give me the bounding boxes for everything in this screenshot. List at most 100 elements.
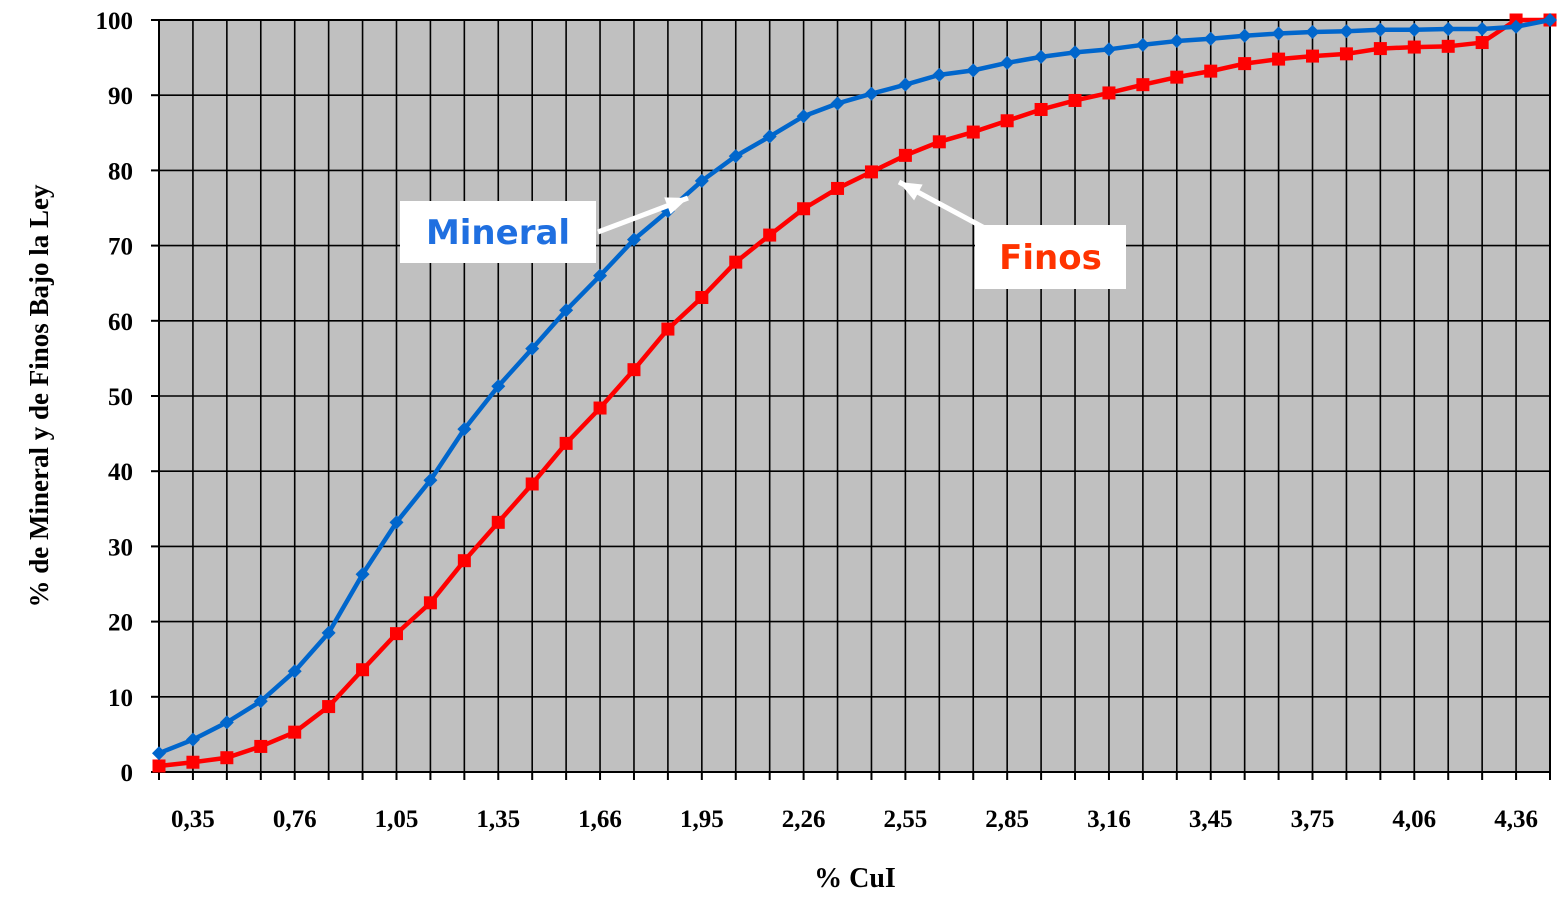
data-point [729,255,743,269]
data-point [559,436,573,450]
data-point [831,181,845,195]
data-point [593,401,607,415]
x-tick-label: 2,26 [782,806,826,833]
y-tick-label: 70 [108,234,133,261]
data-point [966,63,981,78]
y-tick-label: 40 [108,459,133,486]
data-point [322,700,336,714]
data-point [152,759,166,773]
data-point [491,515,505,529]
x-tick-label: 0,76 [273,806,317,833]
data-point [1102,86,1116,100]
x-tick-label: 3,16 [1087,806,1131,833]
data-point [661,322,675,336]
data-point [728,149,743,164]
y-tick-label: 30 [108,534,133,561]
callout-box [975,225,1126,289]
data-point [1136,78,1150,92]
data-point [1101,42,1116,57]
y-tick-label: 60 [108,309,133,336]
y-tick-label: 100 [96,8,134,35]
data-point [423,473,438,488]
x-tick-label: 0,35 [171,806,215,833]
data-point [288,725,302,739]
data-point [695,290,709,304]
callout-label: Finos [999,238,1102,278]
data-point [1543,13,1557,27]
data-point [287,664,302,679]
data-point [1305,25,1320,40]
data-point [763,228,777,242]
data-point [1407,40,1421,54]
data-point [1271,26,1286,41]
x-tick-label: 2,85 [985,806,1029,833]
x-tick-label: 3,45 [1189,806,1233,833]
data-point [762,129,777,144]
callout-finos: Finos [897,179,1126,289]
data-point [152,746,166,761]
data-point [932,135,946,149]
data-point [253,694,268,709]
x-tick-label: 1,66 [578,806,622,833]
data-point [626,232,641,247]
data-point [898,148,912,162]
data-point [627,363,641,377]
data-point [864,165,878,179]
data-point [219,715,234,730]
y-tick-label: 20 [108,610,133,637]
x-tick-label: 1,35 [476,806,520,833]
x-tick-label: 1,95 [680,806,724,833]
data-point [797,202,811,216]
data-point [1000,114,1014,128]
data-point [1373,42,1387,56]
data-point [389,627,403,641]
data-point [1034,102,1048,116]
data-point [796,109,811,124]
data-point [1339,24,1354,39]
data-point [830,96,845,111]
data-point [355,567,370,582]
data-point [423,596,437,610]
callout-box [400,201,596,263]
series-mineral [152,13,1557,761]
data-point [321,625,336,640]
data-point [559,303,574,318]
x-tick-label: 4,06 [1392,806,1436,833]
callout-mineral: Mineral [400,195,689,263]
y-tick-label: 10 [108,685,133,712]
data-point [864,86,879,101]
data-point [185,732,200,747]
data-point [1169,34,1184,49]
data-point [1441,22,1456,37]
data-point [457,422,472,437]
data-point [932,67,947,82]
data-point [1135,37,1150,52]
data-point [1203,31,1218,46]
x-tick-label: 1,05 [375,806,419,833]
data-point [525,341,540,356]
axes: 0 10 20 30 40 50 60 70 80 90 100 0,35 0,76 1,05 1,35 1,… [96,8,1551,833]
data-point [220,751,234,765]
callout-label: Mineral [426,213,570,253]
data-point [1237,28,1252,43]
data-point [1441,39,1455,53]
data-point [966,125,980,139]
data-point [1509,19,1524,34]
data-point [1204,64,1218,78]
data-point [1475,36,1489,50]
data-point [1170,70,1184,84]
data-point [1068,93,1082,107]
arrowhead-icon [664,197,688,215]
data-point [1068,45,1083,60]
data-point [491,379,506,394]
y-tick-label: 90 [108,83,133,110]
arrowhead-icon [899,182,923,201]
data-point [593,268,608,283]
data-point [1272,52,1286,66]
callouts: Mineral Finos [400,179,1126,289]
x-tick-label: 2,55 [884,806,928,833]
data-point [1339,47,1353,61]
y-tick-label: 50 [108,384,133,411]
data-point [389,515,404,530]
